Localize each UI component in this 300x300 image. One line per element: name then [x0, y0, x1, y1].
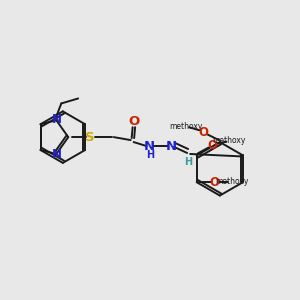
- Text: H: H: [146, 150, 154, 160]
- Text: O: O: [209, 176, 220, 189]
- Text: O: O: [128, 115, 139, 128]
- Text: N: N: [166, 140, 177, 152]
- Text: O: O: [208, 139, 218, 152]
- Text: N: N: [52, 113, 62, 126]
- Text: methoxy: methoxy: [169, 122, 203, 131]
- Text: methoxy: methoxy: [216, 177, 249, 186]
- Text: methoxy: methoxy: [213, 136, 246, 145]
- Text: O: O: [198, 126, 208, 139]
- Text: N: N: [52, 148, 62, 161]
- Text: H: H: [184, 157, 192, 167]
- Text: N: N: [144, 140, 155, 152]
- Text: S: S: [85, 130, 95, 144]
